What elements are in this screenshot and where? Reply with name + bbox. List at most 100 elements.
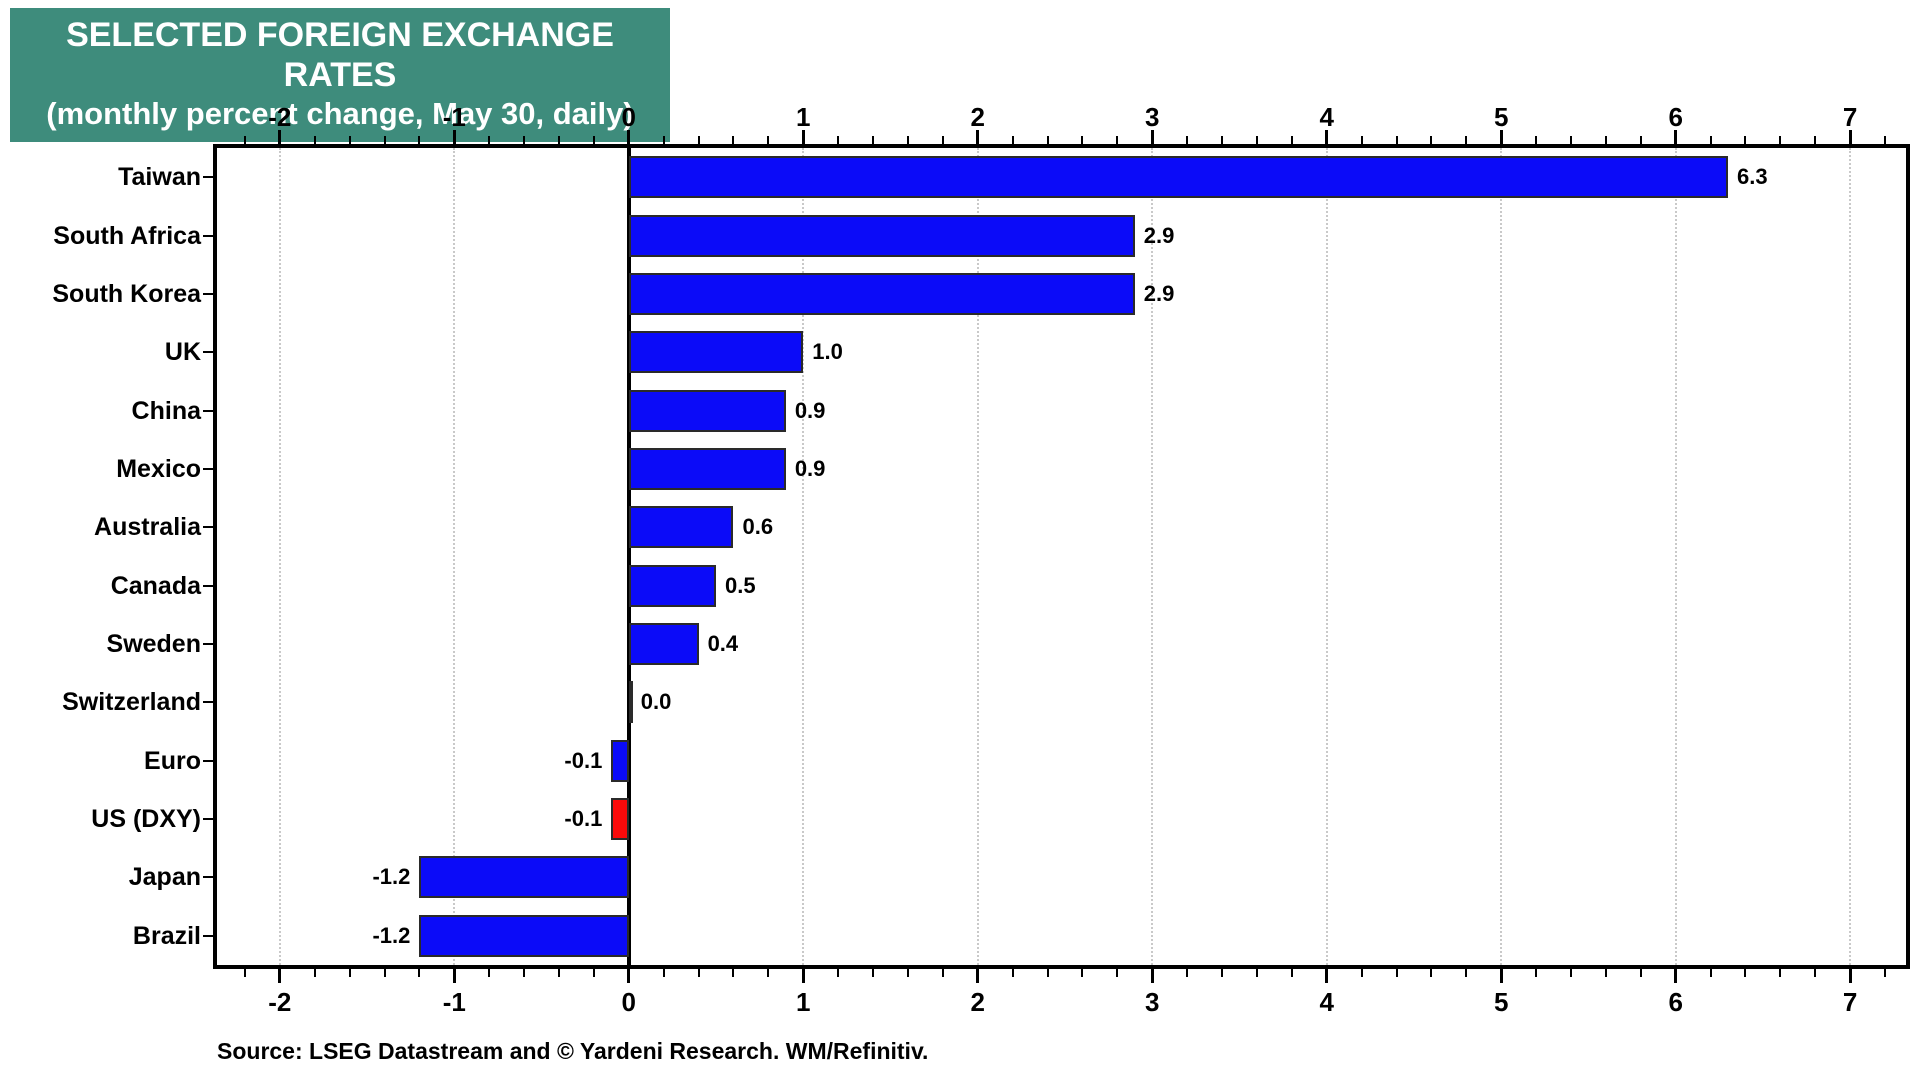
bar-south-africa <box>628 214 1135 257</box>
category-label-sweden: Sweden <box>106 630 201 659</box>
x-tick-top--2.0 <box>278 130 282 144</box>
x-tick-bottom--1.6 <box>348 969 351 977</box>
category-label-mexico: Mexico <box>116 454 201 483</box>
x-tick-bottom-3.6 <box>1255 969 1258 977</box>
bar-value-mexico: 0.9 <box>794 455 826 481</box>
x-tick-label-bottom-7: 7 <box>1842 987 1858 1017</box>
x-tick-label-bottom-2: 2 <box>970 987 985 1017</box>
y-axis-tick-uk <box>203 351 213 354</box>
x-tick-bottom--0.4 <box>557 969 560 977</box>
x-tick-bottom-6.8 <box>1814 969 1817 977</box>
x-tick-bottom-5.0 <box>1499 969 1503 983</box>
x-tick-top-6.4 <box>1744 136 1747 144</box>
x-tick-top-3.6 <box>1255 136 1258 144</box>
x-tick-top-2.2 <box>1011 136 1014 144</box>
x-tick-bottom-4.8 <box>1465 969 1468 977</box>
x-tick-bottom-3.0 <box>1150 969 1154 983</box>
x-tick-bottom--2.2 <box>243 969 246 977</box>
bar-value-uk: 1.0 <box>812 339 843 365</box>
category-label-us-dxy: US (DXY) <box>91 805 201 834</box>
bar-sweden <box>628 623 699 666</box>
x-tick-bottom-3.4 <box>1221 969 1224 977</box>
x-tick-label-bottom--1: -1 <box>442 987 466 1017</box>
bar-mexico <box>628 447 786 490</box>
bar-value-canada: 0.5 <box>725 572 756 598</box>
x-tick-bottom-3.2 <box>1186 969 1189 977</box>
x-tick-top-6.0 <box>1674 130 1678 144</box>
x-tick-top-3.8 <box>1290 136 1293 144</box>
x-tick-bottom-7.2 <box>1884 969 1887 977</box>
x-tick-top-0.2 <box>662 136 665 144</box>
x-tick-label-bottom-4: 4 <box>1319 987 1334 1017</box>
x-tick-top-0.4 <box>697 136 700 144</box>
x-tick-top-5.8 <box>1639 136 1642 144</box>
y-axis-tick-switzerland <box>203 701 213 704</box>
x-tick-top-2.0 <box>976 130 980 144</box>
x-tick-bottom-1.6 <box>906 969 909 977</box>
x-tick-top-6.6 <box>1779 136 1782 144</box>
bar-value-south-africa: 2.9 <box>1143 222 1175 248</box>
bar-uk <box>628 331 804 374</box>
category-label-south-africa: South Africa <box>53 221 201 250</box>
x-tick-label-top-2: 2 <box>970 102 985 132</box>
x-tick-label-bottom--2: -2 <box>268 987 292 1017</box>
x-tick-label-top-5: 5 <box>1493 102 1509 132</box>
x-tick-bottom-4.4 <box>1395 969 1398 977</box>
gridline-x-5 <box>1500 148 1503 965</box>
x-tick-bottom-4.6 <box>1430 969 1433 977</box>
zero-line <box>626 148 631 965</box>
x-tick-top-4.4 <box>1395 136 1398 144</box>
x-tick-top-0.8 <box>767 136 770 144</box>
bar-canada <box>628 564 716 607</box>
x-tick-label-bottom-6: 6 <box>1668 987 1683 1017</box>
x-tick-bottom-2.0 <box>976 969 980 983</box>
x-tick-top-4.8 <box>1465 136 1468 144</box>
bar-value-japan: -1.2 <box>372 864 411 890</box>
x-tick-label-top-6: 6 <box>1668 102 1683 132</box>
bar-japan <box>419 856 629 899</box>
chart-title-box: SELECTED FOREIGN EXCHANGE RATES (monthly… <box>10 8 670 142</box>
x-tick-bottom-2.6 <box>1081 969 1084 977</box>
x-tick-label-top-3: 3 <box>1144 102 1160 132</box>
x-tick-top-0.6 <box>732 136 735 144</box>
bar-value-australia: 0.6 <box>742 514 774 540</box>
x-tick-top-1.2 <box>837 136 840 144</box>
y-axis-tick-taiwan <box>203 176 213 179</box>
x-tick-top-5.0 <box>1499 130 1503 144</box>
gridline-x-4 <box>1325 148 1328 965</box>
x-tick-top--1.0 <box>452 130 456 144</box>
x-tick-bottom--1.0 <box>452 969 456 983</box>
x-tick-bottom-2.4 <box>1046 969 1049 977</box>
x-tick-top--1.8 <box>313 136 316 144</box>
x-tick-bottom-5.4 <box>1569 969 1572 977</box>
x-tick-bottom-5.2 <box>1535 969 1538 977</box>
bar-us-dxy <box>611 798 629 841</box>
bar-australia <box>628 506 734 549</box>
x-tick-top-2.4 <box>1046 136 1049 144</box>
y-axis-tick-south-africa <box>203 234 213 237</box>
x-tick-bottom-2.2 <box>1011 969 1014 977</box>
gridline-x--2 <box>278 148 281 965</box>
y-axis-tick-us-dxy <box>203 818 213 821</box>
y-axis-tick-sweden <box>203 643 213 646</box>
bar-value-euro: -0.1 <box>564 747 603 773</box>
x-tick-label-bottom-3: 3 <box>1144 987 1160 1017</box>
x-tick-top-1.6 <box>906 136 909 144</box>
x-tick-bottom--1.2 <box>418 969 421 977</box>
x-tick-bottom--1.4 <box>383 969 386 977</box>
gridline-x-7 <box>1849 148 1852 965</box>
y-axis-tick-china <box>203 409 213 412</box>
category-label-japan: Japan <box>128 863 201 892</box>
gridline-x-2 <box>976 148 979 965</box>
y-axis-tick-euro <box>203 759 213 762</box>
y-axis-tick-japan <box>203 876 213 879</box>
y-axis-tick-brazil <box>203 934 213 937</box>
x-tick-top--0.6 <box>523 136 526 144</box>
x-tick-label-bottom-5: 5 <box>1493 987 1509 1017</box>
x-tick-bottom--0.2 <box>592 969 595 977</box>
category-label-china: China <box>131 396 201 425</box>
x-tick-top-6.8 <box>1814 136 1817 144</box>
x-tick-label-bottom-1: 1 <box>796 987 811 1017</box>
y-axis-tick-australia <box>203 526 213 529</box>
